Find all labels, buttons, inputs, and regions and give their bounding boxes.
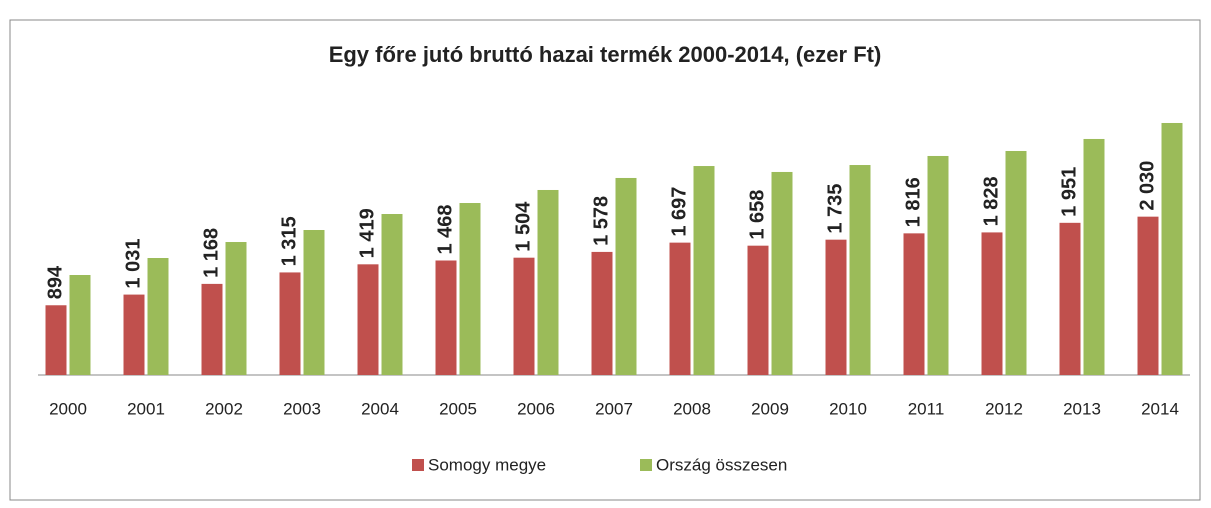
data-label: 1 315 [278,216,300,266]
legend-label: Somogy megye [428,455,546,474]
data-label: 1 816 [902,177,924,227]
x-tick-label: 2006 [517,399,555,418]
bar [69,275,91,375]
legend-swatch [412,459,424,471]
x-tick-label: 2002 [205,399,243,418]
data-label: 1 504 [512,201,534,252]
bar [201,283,223,375]
data-label: 1 735 [824,184,846,234]
data-label: 1 578 [590,196,612,246]
bar [669,242,691,375]
bar [435,260,457,375]
bar [1059,222,1081,375]
x-tick-label: 2011 [908,399,945,418]
x-tick-label: 2013 [1063,399,1101,418]
x-tick-label: 2004 [361,399,399,418]
legend-label: Ország összesen [656,455,787,474]
bar [615,177,637,375]
bar [225,242,247,375]
data-label: 1 168 [200,228,222,278]
data-label: 1 828 [980,176,1002,226]
data-label: 1 951 [1058,167,1080,217]
x-tick-label: 2000 [49,399,87,418]
data-label: 1 658 [746,190,768,240]
x-tick-label: 2001 [127,399,165,418]
bar [279,272,301,375]
x-tick-label: 2008 [673,399,711,418]
x-tick-label: 2005 [439,399,477,418]
bar [459,203,481,375]
bar [537,189,559,375]
bar [381,214,403,375]
bar [303,229,325,375]
bar [927,155,949,375]
chart-title: Egy főre jutó bruttó hazai termék 2000-2… [329,42,882,67]
bar [123,294,145,375]
data-label: 1 031 [122,239,144,289]
data-label: 1 468 [434,204,456,254]
x-tick-label: 2010 [829,399,867,418]
bar [591,251,613,375]
bar [747,245,769,375]
x-tick-label: 2012 [985,399,1023,418]
bar [903,233,925,375]
bar [849,165,871,375]
bar [357,264,379,375]
bar [1161,122,1183,376]
bar [1137,216,1159,375]
bar [513,257,535,375]
legend-swatch [640,459,652,471]
data-label: 1 419 [356,208,378,258]
bar [1005,150,1027,375]
bar [1083,138,1105,375]
bar [825,239,847,375]
data-label: 2 030 [1136,161,1158,211]
x-tick-label: 2009 [751,399,789,418]
x-tick-label: 2014 [1141,399,1179,418]
x-tick-label: 2003 [283,399,321,418]
bar [981,232,1003,375]
bar [693,166,715,375]
x-tick-label: 2007 [595,399,633,418]
bar [147,258,169,375]
bar [771,171,793,375]
data-label: 894 [44,265,66,299]
bar [45,305,67,375]
data-label: 1 697 [668,187,690,237]
